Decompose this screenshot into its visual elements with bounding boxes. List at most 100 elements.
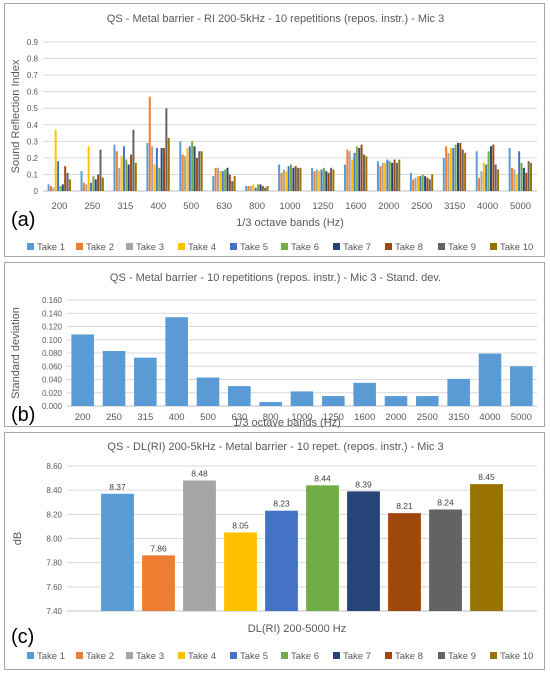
bar	[379, 166, 382, 191]
bar	[414, 177, 417, 191]
bar	[515, 174, 518, 191]
bar	[292, 167, 295, 191]
bar	[125, 159, 128, 191]
x-tick-label: 500	[183, 201, 199, 212]
bar	[347, 491, 380, 611]
bar	[318, 171, 321, 191]
x-tick-label: 315	[117, 201, 133, 212]
bar	[388, 513, 421, 611]
x-axis-label: 1/3 octave bands (Hz)	[236, 217, 344, 229]
panel-letter: (b)	[11, 404, 35, 426]
y-tick-label: 0.3	[27, 137, 39, 146]
legend-label: Take 3	[136, 242, 164, 253]
panel-letter: (c)	[11, 626, 34, 648]
x-tick-label: 200	[52, 201, 68, 212]
chart-title: QS - DL(RI) 200-5kHz - Metal barrier - 1…	[107, 441, 443, 453]
chart-c-svg: QS - DL(RI) 200-5kHz - Metal barrier - 1…	[11, 441, 537, 662]
bar	[362, 154, 365, 191]
bar	[424, 176, 427, 191]
bar	[120, 156, 123, 191]
bar	[325, 171, 328, 191]
bar	[226, 167, 229, 191]
bar	[412, 179, 415, 191]
bar	[429, 509, 462, 611]
bar	[470, 484, 503, 611]
bar	[254, 187, 257, 191]
bar	[287, 166, 290, 191]
bar	[68, 179, 71, 191]
bar	[332, 169, 335, 191]
bar	[179, 141, 182, 191]
data-label: 8.05	[232, 520, 249, 530]
bar	[219, 171, 222, 191]
y-tick-label: 0.120	[42, 323, 63, 332]
y-tick-label: 0.5	[27, 104, 39, 113]
legend-swatch	[230, 652, 237, 659]
data-label: 8.44	[314, 473, 331, 483]
bar	[459, 142, 462, 191]
x-tick-label: 2000	[385, 412, 406, 423]
bar	[327, 172, 330, 191]
x-tick-label: 4000	[477, 201, 498, 212]
bar	[447, 152, 450, 191]
legend-swatch	[333, 652, 340, 659]
bar	[346, 149, 349, 191]
data-label: 8.21	[396, 501, 413, 511]
bar	[265, 510, 298, 611]
legend-swatch	[438, 243, 445, 250]
y-tick-label: 0.4	[27, 121, 39, 130]
bar	[134, 162, 137, 191]
bar	[395, 162, 398, 191]
bar	[231, 181, 234, 191]
legend-swatch	[27, 243, 34, 250]
bar	[478, 353, 502, 406]
bar	[57, 161, 60, 191]
legend-swatch	[178, 243, 185, 250]
bar	[454, 144, 457, 191]
bar	[365, 156, 368, 191]
bar	[294, 166, 297, 191]
y-tick-label: 0.080	[42, 349, 63, 358]
bar	[428, 179, 431, 191]
legend-label: Take 4	[188, 242, 216, 253]
bar	[388, 161, 391, 191]
legend-label: Take 4	[188, 651, 216, 662]
x-tick-label: 400	[169, 412, 185, 423]
chart-title: QS - Metal barrier - 10 repetitions (rep…	[110, 272, 441, 284]
bar	[113, 144, 116, 191]
bar	[442, 157, 445, 191]
bar	[416, 176, 419, 191]
bar	[221, 171, 224, 191]
panel-c-dl-ri: QS - DL(RI) 200-5kHz - Metal barrier - 1…	[4, 432, 545, 670]
bar	[266, 186, 269, 191]
y-axis-label: dB	[12, 532, 24, 545]
bar	[90, 182, 92, 191]
legend-swatch	[230, 243, 237, 250]
legend-swatch	[178, 652, 185, 659]
legend-swatch	[490, 243, 497, 250]
data-label: 8.45	[478, 472, 495, 482]
bar	[391, 162, 394, 191]
bar	[66, 172, 69, 191]
y-tick-label: 0.8	[27, 55, 39, 64]
bar	[426, 177, 429, 191]
bar	[419, 176, 422, 191]
legend-swatch	[76, 652, 83, 659]
bar	[416, 396, 439, 406]
bar	[290, 391, 314, 406]
bar	[306, 485, 339, 611]
bar	[311, 167, 314, 191]
bar	[148, 96, 151, 191]
legend-label: Take 2	[86, 242, 114, 253]
bar	[351, 159, 354, 191]
bar	[475, 151, 478, 191]
x-axis-label: DL(RI) 200-5000 Hz	[248, 623, 346, 635]
bar	[384, 396, 408, 406]
x-tick-label: 250	[84, 201, 100, 212]
y-tick-label: 7.80	[46, 559, 62, 568]
bar	[259, 402, 282, 406]
bar	[518, 151, 521, 191]
bar	[181, 154, 184, 191]
bar	[513, 169, 516, 191]
bar	[146, 142, 149, 191]
